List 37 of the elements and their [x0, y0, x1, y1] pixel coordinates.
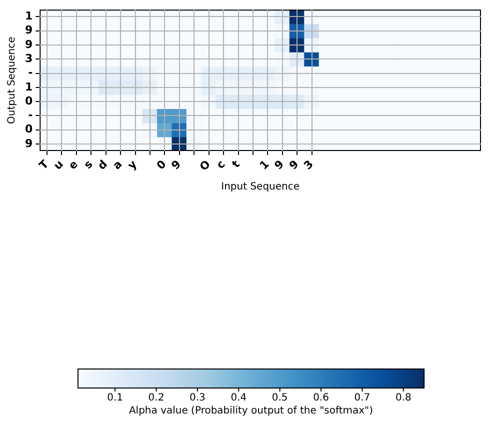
color-bar-label: 0.6 — [313, 392, 329, 404]
y-tick-label: 9 — [25, 24, 33, 37]
x-tick-label: t — [229, 158, 242, 171]
color-bar-label: 0.4 — [230, 392, 247, 404]
color-bar-label: 0.7 — [354, 392, 370, 404]
y-axis-title: Output Sequence — [6, 36, 18, 124]
y-tick-label: 9 — [25, 136, 33, 150]
y-tick-label: 3 — [25, 52, 33, 65]
x-tick-label: a — [110, 158, 125, 172]
x-tick-label: 9 — [168, 158, 184, 172]
y-tick-label: 0 — [25, 122, 33, 136]
color-bar-title: Alpha value (Probability output of the "softmax") — [128, 406, 374, 417]
color-bar-label: 0.8 — [395, 392, 412, 404]
y-tick-label: - — [28, 66, 33, 80]
y-tick-label: 0 — [25, 94, 33, 108]
color-bar-label: 0.1 — [107, 392, 124, 404]
x-tick-label: 1 — [257, 158, 272, 172]
y-tick-label: - — [28, 108, 33, 122]
x-tick-label: u — [51, 158, 66, 172]
x-tick-label: e — [66, 158, 81, 172]
x-tick-label: d — [95, 158, 110, 172]
x-tick-label: 3 — [301, 158, 316, 172]
x-tick-label: y — [125, 158, 140, 172]
x-tick-label: c — [214, 158, 228, 172]
x-axis-title: Input Sequence — [221, 182, 300, 193]
x-tick-label: s — [81, 157, 96, 172]
x-tick-label: T — [36, 157, 52, 172]
color-bar-label: 0.2 — [148, 392, 164, 404]
color-bar-label: 0.3 — [190, 392, 206, 404]
y-tick-label: 1 — [25, 10, 33, 23]
color-bar-label: 0.5 — [272, 392, 288, 404]
x-tick-label: 0 — [154, 157, 170, 172]
x-tick-label: O — [197, 158, 213, 174]
x-tick-label: 9 — [272, 158, 287, 172]
x-tick-label: 9 — [286, 158, 302, 172]
y-tick-label: 9 — [25, 38, 33, 51]
y-tick-label: 1 — [25, 80, 33, 94]
